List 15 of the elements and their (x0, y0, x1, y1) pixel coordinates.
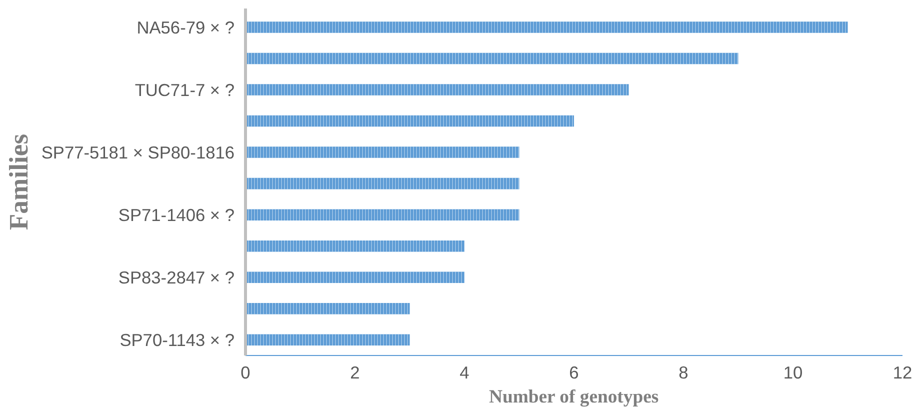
y-tick-label: TUC71-7 × ? (134, 80, 235, 100)
x-tick-label: 0 (240, 362, 250, 382)
x-tick-label: 4 (460, 362, 470, 382)
y-tick-label: SP77-5181 × SP80-1816 (41, 142, 235, 162)
y-axis-title: Families (3, 134, 34, 230)
x-tick-label: 6 (569, 362, 579, 382)
y-tick-label: SP83-2847 × ? (118, 267, 234, 288)
x-tick-label: 12 (892, 362, 912, 382)
x-tick-label: 10 (783, 362, 803, 382)
x-tick-label: 8 (678, 362, 688, 382)
y-tick-label: SP71-1406 × ? (118, 204, 234, 225)
x-axis-title: Number of genotypes (489, 386, 659, 408)
x-tick-label: 2 (350, 362, 360, 382)
y-tick-label: NA56-79 × ? (136, 17, 235, 38)
y-tick-label: SP70-1143 × ? (120, 330, 235, 350)
